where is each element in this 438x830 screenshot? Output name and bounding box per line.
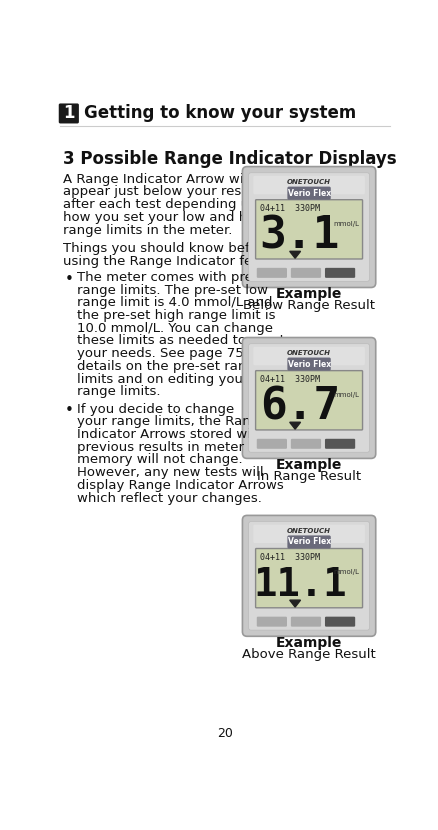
Text: •: •: [64, 403, 73, 418]
Text: Above Range Result: Above Range Result: [242, 648, 375, 661]
FancyBboxPatch shape: [256, 268, 286, 278]
FancyBboxPatch shape: [287, 535, 330, 549]
Text: details on the pre-set range: details on the pre-set range: [76, 360, 262, 373]
Polygon shape: [289, 251, 300, 258]
FancyBboxPatch shape: [290, 617, 320, 627]
Text: memory will not change.: memory will not change.: [76, 453, 242, 466]
Text: range limit is 4.0 mmol/L and: range limit is 4.0 mmol/L and: [76, 296, 272, 310]
Text: Verio Flex: Verio Flex: [287, 359, 330, 369]
Text: Verio Flex: Verio Flex: [287, 188, 330, 198]
FancyBboxPatch shape: [248, 173, 369, 281]
FancyBboxPatch shape: [324, 617, 354, 627]
Text: 04+11  330PM: 04+11 330PM: [260, 375, 319, 384]
FancyBboxPatch shape: [290, 439, 320, 449]
FancyBboxPatch shape: [255, 200, 362, 259]
Text: how you set your low and high: how you set your low and high: [63, 211, 267, 224]
Text: Below Range Result: Below Range Result: [243, 299, 374, 312]
Text: 6.7: 6.7: [259, 385, 339, 428]
FancyBboxPatch shape: [242, 167, 375, 287]
Text: these limits as needed to meet: these limits as needed to meet: [76, 334, 284, 348]
Text: 3 Possible Range Indicator Displays: 3 Possible Range Indicator Displays: [63, 149, 396, 168]
Text: mmol/L: mmol/L: [333, 569, 359, 575]
Text: after each test depending upon: after each test depending upon: [63, 198, 273, 211]
Text: your needs. See page 75 for: your needs. See page 75 for: [76, 347, 265, 360]
FancyBboxPatch shape: [253, 176, 364, 194]
FancyBboxPatch shape: [290, 268, 320, 278]
Text: range limits.: range limits.: [76, 385, 160, 398]
Text: 04+11  330PM: 04+11 330PM: [260, 554, 319, 562]
Text: 1: 1: [63, 105, 74, 123]
FancyBboxPatch shape: [287, 358, 330, 371]
FancyBboxPatch shape: [248, 344, 369, 452]
FancyBboxPatch shape: [287, 187, 330, 200]
FancyBboxPatch shape: [324, 268, 354, 278]
Text: Things you should know before: Things you should know before: [63, 242, 270, 256]
Text: ONETOUCH: ONETOUCH: [286, 528, 330, 534]
FancyBboxPatch shape: [253, 347, 364, 365]
Text: A Range Indicator Arrow will: A Range Indicator Arrow will: [63, 173, 250, 186]
Text: the pre-set high range limit is: the pre-set high range limit is: [76, 309, 275, 322]
FancyBboxPatch shape: [255, 549, 362, 608]
Text: ONETOUCH: ONETOUCH: [286, 350, 330, 356]
FancyBboxPatch shape: [324, 439, 354, 449]
Polygon shape: [289, 600, 300, 607]
Text: mmol/L: mmol/L: [333, 392, 359, 398]
Text: In Range Result: In Range Result: [256, 470, 360, 483]
Text: limits and on editing your: limits and on editing your: [76, 373, 247, 386]
Text: Indicator Arrows stored with: Indicator Arrows stored with: [76, 428, 264, 441]
FancyBboxPatch shape: [256, 617, 286, 627]
FancyBboxPatch shape: [59, 104, 79, 124]
Text: your range limits, the Range: your range limits, the Range: [76, 415, 266, 428]
Text: appear just below your result: appear just below your result: [63, 185, 258, 198]
FancyBboxPatch shape: [248, 521, 369, 630]
Text: using the Range Indicator feature:: using the Range Indicator feature:: [63, 255, 291, 268]
Text: Getting to know your system: Getting to know your system: [83, 105, 355, 123]
Text: 10.0 mmol/L. You can change: 10.0 mmol/L. You can change: [76, 322, 272, 334]
Text: However, any new tests will: However, any new tests will: [76, 466, 263, 479]
Text: mmol/L: mmol/L: [333, 221, 359, 227]
Text: The meter comes with pre-set: The meter comes with pre-set: [76, 271, 277, 284]
FancyBboxPatch shape: [253, 525, 364, 543]
Text: Example: Example: [275, 458, 342, 472]
Text: 04+11  330PM: 04+11 330PM: [260, 204, 319, 213]
FancyBboxPatch shape: [255, 371, 362, 430]
Text: previous results in meter: previous results in meter: [76, 441, 243, 454]
Text: 3.1: 3.1: [259, 214, 339, 257]
Text: 11.1: 11.1: [252, 566, 346, 603]
Text: 20: 20: [216, 727, 232, 740]
FancyBboxPatch shape: [242, 515, 375, 637]
Text: Example: Example: [275, 287, 342, 301]
Text: range limits. The pre-set low: range limits. The pre-set low: [76, 284, 267, 296]
Text: ONETOUCH: ONETOUCH: [286, 179, 330, 185]
Text: Verio Flex: Verio Flex: [287, 538, 330, 546]
Polygon shape: [289, 422, 300, 429]
Text: If you decide to change: If you decide to change: [76, 403, 233, 416]
Text: range limits in the meter.: range limits in the meter.: [63, 223, 231, 237]
Text: Example: Example: [275, 637, 342, 650]
FancyBboxPatch shape: [242, 338, 375, 458]
Text: which reflect your changes.: which reflect your changes.: [76, 491, 261, 505]
Text: •: •: [64, 271, 73, 286]
FancyBboxPatch shape: [256, 439, 286, 449]
Text: display Range Indicator Arrows: display Range Indicator Arrows: [76, 479, 283, 492]
